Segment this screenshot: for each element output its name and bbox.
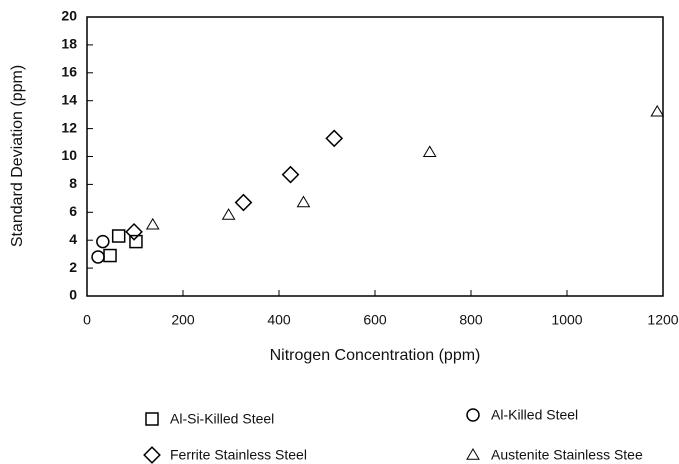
- x-tick-label: 0: [83, 312, 91, 328]
- y-tick-label: 18: [61, 36, 77, 52]
- legend-label: Austenite Stainless Stee: [491, 447, 643, 463]
- marker-diamond: [143, 446, 161, 464]
- marker-diamond: [234, 193, 253, 212]
- x-tick-label: 400: [267, 312, 291, 328]
- y-tick-label: 4: [69, 231, 77, 247]
- x-tick-label: 800: [459, 312, 483, 328]
- x-tick-label: 1000: [551, 312, 582, 328]
- marker-triangle: [296, 195, 311, 208]
- marker-square: [103, 248, 117, 263]
- y-tick-label: 8: [69, 175, 77, 191]
- marker-triangle: [221, 208, 236, 220]
- legend-label: Ferrite Stainless Steel: [170, 447, 307, 463]
- x-tick-label: 1200: [647, 312, 678, 328]
- y-tick-label: 0: [69, 287, 77, 303]
- marker-triangle: [145, 217, 160, 230]
- legend-label: Al-Killed Steel: [491, 407, 578, 423]
- x-tick-label: 200: [171, 312, 195, 328]
- marker-triangle: [650, 104, 665, 117]
- legend-label: Al-Si-Killed Steel: [170, 411, 274, 427]
- y-tick-label: 2: [69, 259, 77, 275]
- x-axis-label: Nitrogen Concentration (ppm): [270, 347, 481, 364]
- marker-square: [145, 412, 159, 426]
- y-tick-label: 20: [61, 8, 77, 24]
- y-axis-label: Standard Deviation (ppm): [9, 65, 26, 247]
- marker-diamond: [125, 222, 143, 241]
- plot-frame: [86, 16, 664, 297]
- x-tick-label: 600: [363, 312, 387, 328]
- y-tick-label: 16: [61, 64, 77, 80]
- marker-diamond: [281, 165, 300, 184]
- marker-square: [129, 234, 143, 249]
- marker-triangle: [466, 448, 480, 460]
- y-tick-label: 12: [61, 119, 77, 135]
- marker-circle: [91, 250, 105, 264]
- marker-square: [111, 229, 126, 243]
- marker-diamond: [325, 129, 344, 148]
- marker-triangle: [422, 145, 437, 158]
- marker-circle: [466, 408, 480, 422]
- y-tick-label: 10: [61, 147, 77, 163]
- marker-circle: [96, 234, 110, 249]
- y-tick-label: 6: [69, 203, 77, 219]
- y-tick-label: 14: [61, 91, 77, 107]
